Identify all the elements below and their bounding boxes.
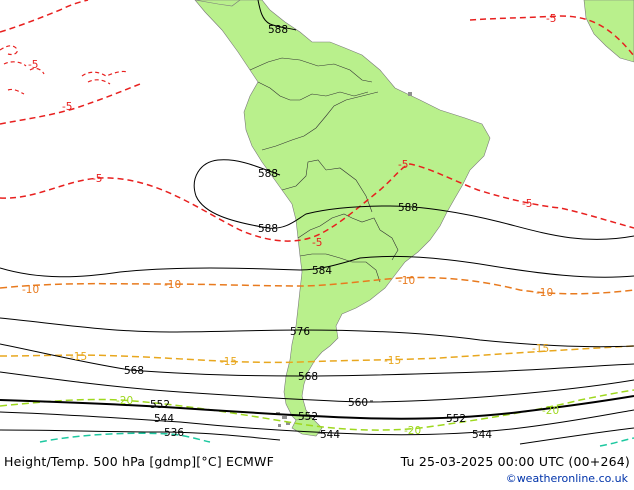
south-america-landmass [194,0,491,431]
minus5-spots [0,45,129,95]
contour-536-right [519,427,634,445]
contour-568 [0,343,634,377]
contour-576 [0,317,634,348]
height-label: 576 [290,326,310,338]
temp-label: -15 [532,343,549,355]
contour-560 [0,371,634,403]
height-label: 552 [298,411,318,423]
country-borders [249,57,399,283]
height-label: 588 [268,24,288,36]
height-label: 588 [258,168,278,180]
height-label: 584 [312,265,332,277]
temp-label: -10 [22,284,39,296]
temp-label: -15 [220,356,237,368]
temp-labels: -5 -5 -5 -5 -5 -5 -5 -10 -10 -10 -10 -15… [22,13,559,437]
temp-label: -15 [70,351,87,363]
isotherm-minus25 [39,432,634,447]
map-caption-valid-time: Tu 25-03-2025 00:00 UTC (00+264) [400,454,630,469]
map-caption-product: Height/Temp. 500 hPa [gdmp][°C] ECMWF [4,454,274,469]
height-label: 568 [124,365,144,377]
height-label: 552 [446,413,466,425]
contour-588-north [257,0,297,31]
temp-label: -5 [546,13,556,25]
height-label: 536 [164,427,184,439]
height-label: 544 [320,429,340,441]
temp-label: -5 [522,198,532,210]
contour-544 [0,409,634,436]
temp-label: -20 [116,395,133,407]
temp-label: -5 [62,101,72,113]
height-label: 588 [398,202,418,214]
temp-label: -10 [398,275,415,287]
height-label: 560 [348,397,368,409]
contour-536 [0,429,281,441]
footer: Height/Temp. 500 hPa [gdmp][°C] ECMWF Tu… [0,452,634,490]
credit-link[interactable]: ©weatheronline.co.uk [505,472,628,485]
height-labels: 588 588 588 588 584 576 568 568 560 552 … [124,24,492,441]
temp-label: -5 [28,59,38,71]
temp-label: -15 [384,355,401,367]
temp-label: -5 [312,237,322,249]
height-label: 552 [150,399,170,411]
contour-552 [0,395,634,420]
height-label: 568 [298,371,318,383]
central-america-landmass [194,0,241,7]
isotherm-minus15 [0,345,634,364]
isotherm-minus5 [0,0,634,242]
temp-label: -5 [398,159,408,171]
height-contours [0,0,634,445]
isotherm-minus20 [0,389,634,431]
temp-label: -5 [92,173,102,185]
temp-label: -20 [404,425,421,437]
temp-label: -20 [542,405,559,417]
temp-label: -10 [164,279,181,291]
height-label: 544 [472,429,492,441]
contour-588-loop [193,159,634,240]
height-label: 544 [154,413,174,425]
contour-584 [0,255,634,278]
temp-label: -10 [536,287,553,299]
height-label: 588 [258,223,278,235]
